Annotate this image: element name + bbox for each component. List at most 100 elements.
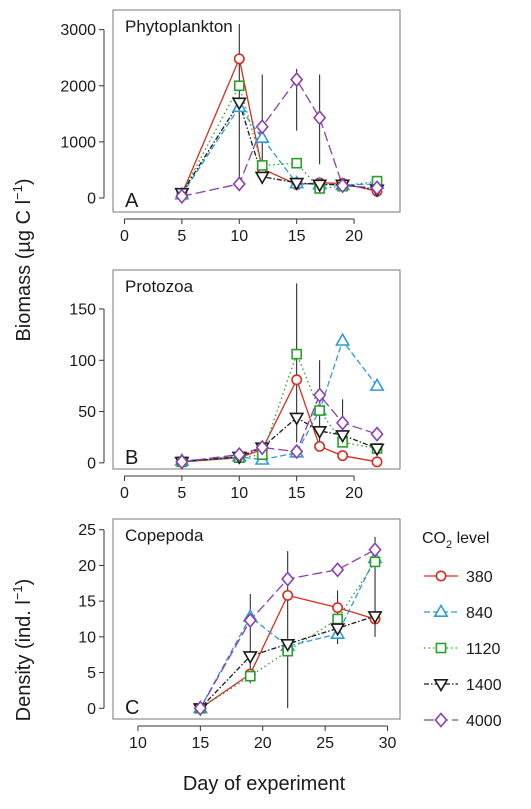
data-point (337, 450, 349, 462)
y-tick-label: 50 (78, 404, 96, 421)
x-tick-label: 0 (120, 485, 129, 502)
ylabel-biomass-superscript: −1 (10, 185, 25, 200)
x-tick-label: 5 (177, 485, 186, 502)
data-point (233, 53, 245, 65)
ylabel-density-end: ) (13, 579, 35, 586)
y-tick-label: 25 (78, 522, 96, 539)
data-point (175, 188, 189, 205)
data-point (312, 179, 328, 193)
series-line-4000 (181, 393, 378, 463)
y-tick-label: 3000 (60, 22, 96, 39)
data-point (244, 670, 256, 682)
x-tick-label: 0 (120, 228, 129, 245)
x-tick-label: 10 (129, 735, 147, 752)
series-markers-840 (174, 98, 385, 200)
legend-marker (435, 570, 447, 582)
x-tick-label: 15 (288, 485, 306, 502)
data-point (335, 430, 351, 444)
series-markers-1120 (176, 348, 383, 468)
legend-marker (435, 642, 447, 654)
data-point (369, 377, 385, 391)
data-point (369, 556, 381, 568)
legend-marker (434, 712, 448, 728)
data-point (255, 439, 269, 456)
x-tick-label: 15 (288, 228, 306, 245)
series-line-4000 (181, 78, 378, 197)
legend-label: 840 (466, 605, 493, 622)
legend-title: CO2 level (422, 530, 489, 551)
legend-entry-1120: 1120 (424, 641, 501, 658)
data-point (370, 180, 384, 196)
plot-frame (112, 269, 401, 470)
x-tick-label: 20 (254, 735, 272, 752)
data-point (232, 446, 246, 463)
data-point (370, 426, 384, 442)
data-point (256, 160, 268, 171)
data-point (233, 80, 245, 92)
data-point (242, 651, 258, 665)
data-point (289, 177, 305, 191)
series-markers-4000 (175, 71, 384, 205)
data-point (254, 171, 270, 185)
series-line-380 (181, 56, 378, 195)
legend-marker (433, 603, 449, 618)
data-point (314, 405, 325, 416)
data-point (193, 700, 207, 717)
panel-letter: B (125, 447, 138, 469)
y-tick-label: 10 (78, 629, 96, 646)
legend-label: 380 (466, 569, 493, 586)
x-tick-label: 15 (191, 735, 209, 752)
legend-entry-1400: 1400 (424, 677, 502, 694)
data-point (371, 456, 383, 468)
data-point (312, 426, 328, 440)
series-markers-380 (176, 374, 383, 468)
y-tick-label: 150 (69, 301, 96, 318)
x-tick-label: 20 (345, 485, 363, 502)
legend-label: 1120 (466, 641, 501, 658)
y-tick-label: 1000 (60, 134, 96, 151)
data-point (281, 571, 295, 587)
data-point (314, 440, 326, 452)
data-point (291, 348, 303, 360)
series-line-1400 (181, 101, 378, 194)
legend-label: 1400 (466, 677, 502, 694)
ylabel-density: Density (ind. l−1) (10, 579, 35, 722)
legend-title-subscript: 2 (446, 539, 452, 551)
data-point (367, 611, 383, 625)
legend-entry-380: 380 (424, 569, 493, 586)
y-tick-label: 100 (69, 353, 96, 370)
legend-marker (433, 678, 449, 693)
series-markers-1120 (176, 80, 383, 199)
panel-title: Copepoda (125, 526, 204, 545)
x-tick-label: 25 (316, 735, 334, 752)
data-point (290, 71, 304, 88)
legend-title-end: level (452, 530, 489, 547)
y-tick-label: 0 (87, 701, 96, 718)
x-tick-label: 30 (379, 735, 397, 752)
data-point (280, 638, 296, 653)
panel-title: Protozoa (125, 277, 194, 296)
data-point (368, 541, 382, 558)
x-tick-label: 10 (230, 228, 248, 245)
panel-letter: C (125, 697, 139, 719)
series-markers-4000 (175, 387, 384, 470)
y-tick-label: 20 (78, 558, 96, 575)
data-point (335, 332, 351, 346)
data-point (336, 177, 350, 194)
panel-title: Phytoplankton (125, 17, 233, 36)
legend-entry-840: 840 (424, 603, 493, 622)
y-tick-label: 15 (78, 594, 96, 611)
data-point (336, 415, 350, 431)
ylabel-density-superscript: −1 (10, 585, 25, 600)
data-point (243, 612, 257, 629)
plot-frame (112, 518, 401, 720)
panel-letter: A (125, 190, 139, 212)
data-point (291, 374, 303, 386)
data-point (332, 613, 343, 625)
data-point (331, 561, 345, 578)
x-tick-label: 10 (230, 485, 248, 502)
data-point (255, 118, 269, 135)
data-point (332, 602, 344, 614)
